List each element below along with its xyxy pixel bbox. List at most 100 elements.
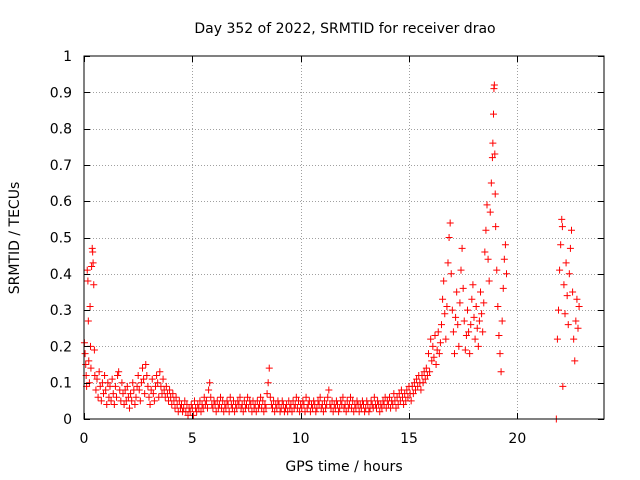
x-axis-label: GPS time / hours: [285, 459, 402, 475]
data-point: [153, 371, 161, 379]
data-point: [468, 295, 476, 303]
data-point: [471, 335, 479, 343]
data-point: [480, 299, 488, 307]
data-point: [570, 335, 578, 343]
data-point: [409, 390, 417, 398]
data-point: [490, 81, 498, 89]
data-point: [453, 288, 461, 296]
data-point: [262, 404, 270, 412]
data-point: [568, 226, 575, 234]
data-point: [97, 397, 105, 405]
data-point: [499, 284, 507, 292]
data-point: [103, 400, 111, 408]
data-point: [201, 400, 209, 408]
data-point: [94, 393, 102, 401]
data-point: [495, 332, 503, 340]
data-point: [134, 371, 142, 379]
data-point: [429, 342, 437, 350]
data-point: [132, 393, 140, 401]
data-point: [430, 353, 438, 361]
data-point: [146, 400, 154, 408]
data-point: [148, 375, 156, 383]
data-point: [189, 411, 197, 419]
data-point: [120, 400, 128, 408]
data-point: [131, 400, 139, 408]
data-point: [234, 397, 242, 405]
data-point: [85, 379, 93, 387]
data-point: [150, 397, 158, 405]
data-point: [575, 302, 583, 310]
data-point: [392, 404, 400, 412]
chart-title: Day 352 of 2022, SRMTID for receiver dra…: [194, 21, 495, 37]
data-point: [139, 364, 146, 372]
data-point: [135, 386, 143, 394]
grid-lines: [84, 56, 604, 419]
data-point: [212, 408, 220, 416]
data-point: [299, 397, 307, 405]
data-point: [449, 328, 457, 336]
data-point: [223, 397, 231, 405]
data-point: [197, 408, 205, 416]
data-point: [555, 306, 562, 314]
data-point: [109, 390, 117, 398]
data-point: [222, 404, 230, 412]
data-point: [433, 346, 441, 354]
tick-marks: [84, 56, 604, 420]
data-point: [236, 393, 244, 401]
data-point: [202, 397, 210, 405]
data-point: [266, 393, 274, 401]
data-point: [407, 397, 415, 405]
data-point: [427, 335, 435, 343]
data-point: [200, 393, 208, 401]
data-point: [335, 408, 343, 416]
data-point: [465, 328, 473, 336]
data-point: [574, 324, 582, 332]
data-point: [239, 408, 247, 416]
data-point: [445, 234, 453, 241]
data-point: [434, 328, 442, 336]
data-point: [481, 248, 489, 256]
data-point: [488, 154, 496, 162]
data-point: [491, 190, 499, 198]
data-point: [90, 281, 98, 289]
data-point: [431, 332, 439, 340]
data-point: [312, 408, 320, 416]
data-point: [113, 393, 120, 401]
data-point: [497, 368, 505, 376]
data-point: [100, 390, 107, 398]
data-point: [564, 321, 572, 329]
data-point: [89, 248, 97, 256]
data-point: [126, 404, 133, 412]
data-point: [490, 110, 497, 118]
data-point: [187, 400, 195, 408]
data-point: [196, 397, 204, 405]
data-point: [324, 393, 332, 401]
data-point: [147, 386, 155, 394]
y-tick-label: 1: [63, 49, 72, 65]
data-point: [121, 386, 129, 394]
data-point: [260, 408, 268, 416]
data-point: [143, 371, 151, 379]
data-point: [469, 281, 477, 289]
data-point: [558, 215, 566, 223]
data-point: [419, 379, 427, 387]
data-point: [302, 393, 310, 401]
data-point: [156, 368, 164, 376]
data-point: [448, 306, 456, 314]
data-point: [556, 266, 564, 274]
data-point: [115, 368, 123, 376]
x-tick-label: 10: [292, 431, 310, 447]
data-point: [444, 259, 452, 267]
data-point: [376, 408, 384, 416]
data-point: [321, 397, 328, 405]
data-point: [206, 379, 214, 387]
data-point: [91, 371, 99, 379]
data-point: [486, 208, 494, 216]
data-point: [186, 408, 194, 416]
data-point: [461, 346, 469, 354]
data-point: [169, 390, 177, 398]
data-point: [426, 368, 434, 376]
data-point: [571, 357, 579, 365]
data-point: [498, 317, 506, 325]
data-point: [386, 393, 393, 401]
